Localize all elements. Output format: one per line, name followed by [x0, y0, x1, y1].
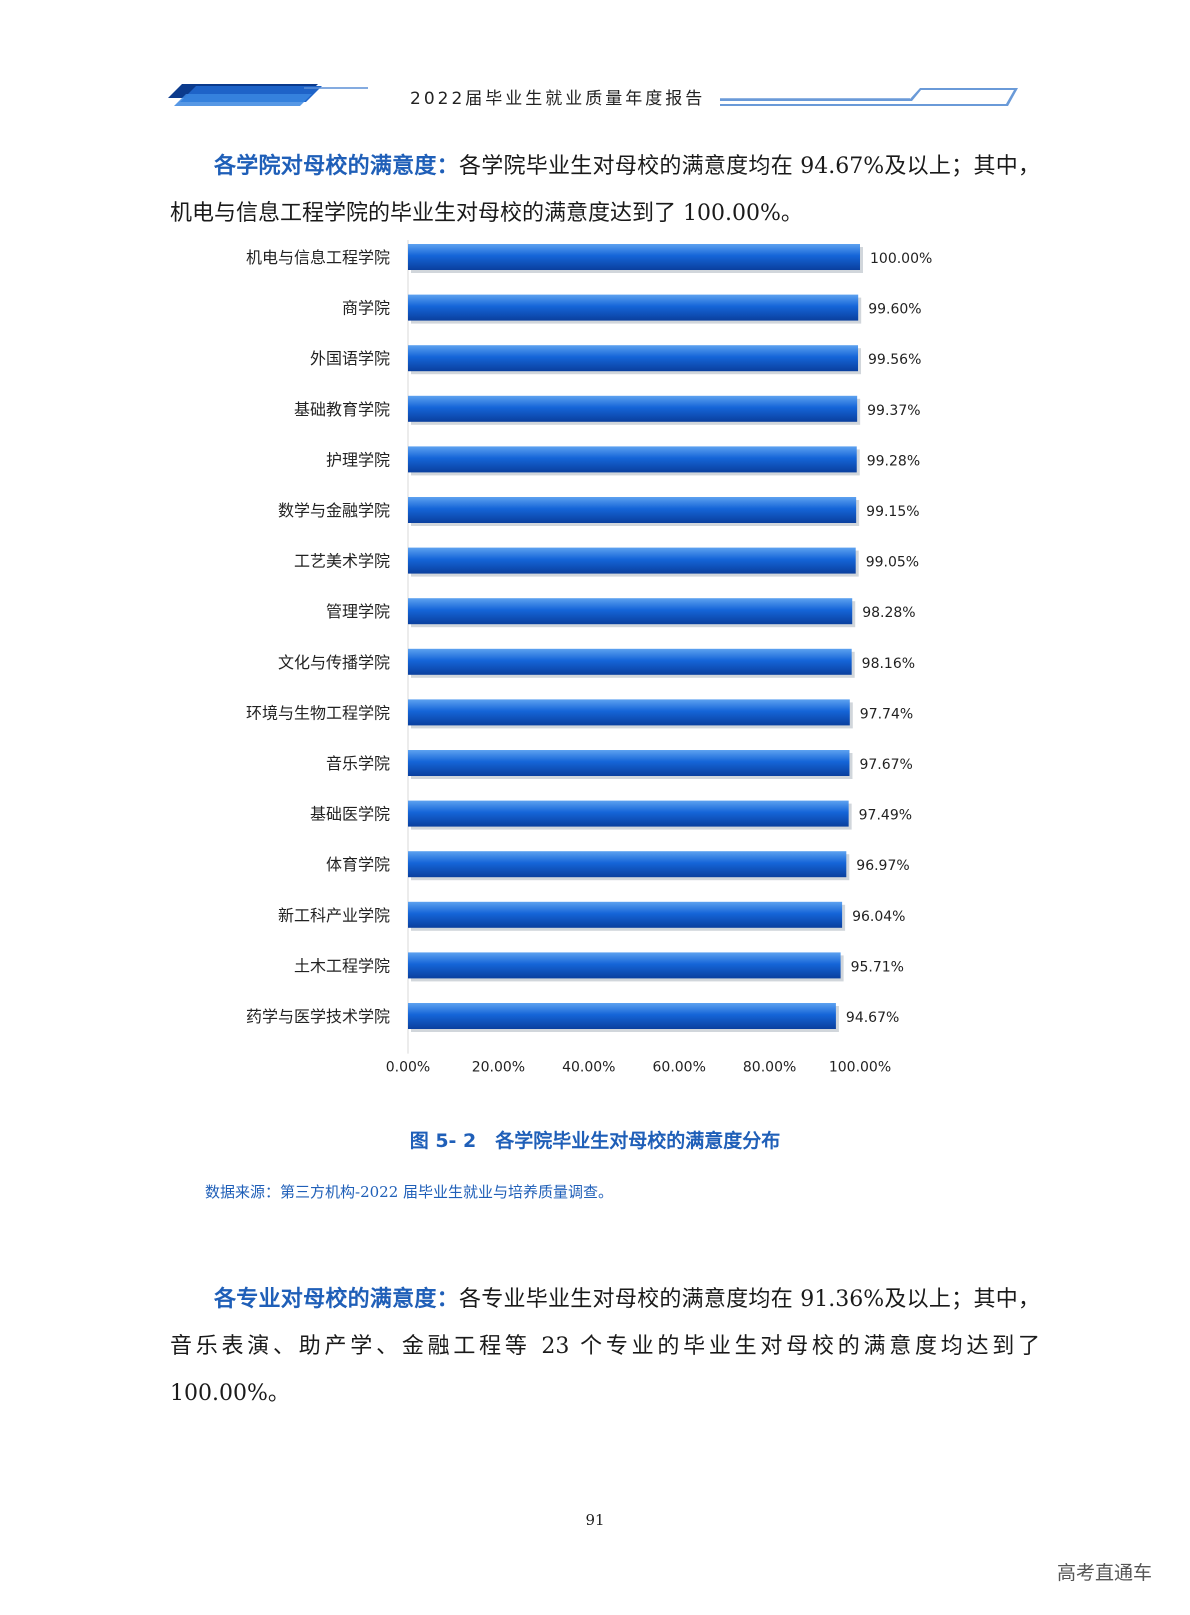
category-label: 基础医学院: [310, 805, 390, 824]
x-tick-label: 60.00%: [653, 1060, 706, 1076]
data-label: 98.16%: [862, 656, 915, 672]
paragraph-body: 各专业毕业生对母校的满意度均在 91.36%及以上；其中，音乐表演、助产学、金融…: [170, 1287, 1040, 1406]
category-label: 商学院: [342, 299, 390, 318]
data-label: 100.00%: [870, 251, 932, 267]
x-tick-label: 100.00%: [829, 1060, 891, 1076]
paragraph-lead: 各学院对母校的满意度：: [214, 153, 459, 179]
category-label: 护理学院: [326, 450, 390, 469]
bar: [408, 851, 847, 878]
bar: [408, 294, 859, 321]
figure-caption: 图 5- 2 各学院毕业生对母校的满意度分布: [409, 1130, 781, 1152]
category-label: 外国语学院: [310, 349, 390, 368]
data-source-note: 数据来源：第三方机构-2022 届毕业生就业与培养质量调查。: [205, 1183, 614, 1201]
x-tick-label: 40.00%: [562, 1060, 615, 1076]
header-ribbon-graphic: [168, 84, 1018, 106]
bar: [408, 547, 856, 574]
data-label: 99.28%: [867, 453, 920, 469]
bar: [408, 395, 858, 422]
data-label: 95.71%: [851, 959, 904, 975]
bar: [408, 446, 857, 473]
category-label: 数学与金融学院: [278, 501, 390, 520]
category-label: 土木工程学院: [294, 956, 390, 975]
category-label: 文化与传播学院: [278, 653, 390, 672]
bar: [408, 901, 843, 928]
bar-chart-svg: 机电与信息工程学院 100.00% 商学院 99.60% 外国语学院 99.56% 基础教育…: [246, 240, 932, 1076]
paragraph-lead: 各专业对母校的满意度：: [214, 1286, 459, 1312]
category-label: 机电与信息工程学院: [246, 248, 390, 267]
bar: [408, 699, 850, 726]
x-tick-label: 0.00%: [386, 1060, 430, 1076]
category-label: 药学与医学技术学院: [246, 1007, 390, 1026]
page-number: 91: [585, 1511, 605, 1529]
data-label: 99.60%: [868, 302, 921, 318]
data-label: 99.56%: [868, 352, 921, 368]
bar: [408, 648, 852, 675]
x-tick-label: 20.00%: [472, 1060, 525, 1076]
data-label: 96.97%: [856, 858, 909, 874]
data-label: 97.49%: [859, 808, 912, 824]
category-label: 音乐学院: [326, 754, 390, 773]
data-label: 96.04%: [852, 909, 905, 925]
category-label: 环境与生物工程学院: [246, 703, 390, 722]
category-label: 工艺美术学院: [294, 552, 390, 571]
bar: [408, 750, 850, 776]
x-tick-label: 80.00%: [743, 1060, 796, 1076]
bar: [408, 244, 860, 270]
bar: [408, 800, 849, 827]
major-satisfaction-paragraph: 各专业对母校的满意度：各专业毕业生对母校的满意度均在 91.36%及以上；其中，…: [170, 1276, 1040, 1417]
data-label: 97.67%: [859, 757, 912, 773]
data-label: 97.74%: [860, 706, 913, 722]
bar: [408, 598, 853, 625]
bar: [408, 1003, 836, 1029]
bar: [408, 952, 841, 979]
data-label: 94.67%: [846, 1010, 899, 1026]
data-label: 99.05%: [866, 555, 919, 571]
category-label: 新工科产业学院: [278, 906, 390, 925]
watermark: 高考直通车: [1056, 1562, 1152, 1584]
college-satisfaction-chart: 机电与信息工程学院 100.00% 商学院 99.60% 外国语学院 99.56% 基础教育…: [180, 240, 940, 1100]
report-header: 2022届毕业生就业质量年度报告: [0, 78, 1190, 118]
college-satisfaction-paragraph: 各学院对母校的满意度：各学院毕业生对母校的满意度均在 94.67%及以上；其中，…: [170, 143, 1040, 237]
category-label: 体育学院: [326, 855, 390, 874]
data-label: 99.15%: [866, 504, 919, 520]
data-label: 98.28%: [862, 605, 915, 621]
category-label: 管理学院: [326, 602, 390, 621]
header-title: 2022届毕业生就业质量年度报告: [410, 89, 706, 109]
bar: [408, 497, 857, 523]
bar: [408, 345, 859, 372]
paragraph-body: 各学院毕业生对母校的满意度均在 94.67%及以上；其中，机电与信息工程学院的毕…: [170, 154, 1040, 226]
category-label: 基础教育学院: [294, 400, 390, 419]
data-label: 99.37%: [867, 403, 920, 419]
